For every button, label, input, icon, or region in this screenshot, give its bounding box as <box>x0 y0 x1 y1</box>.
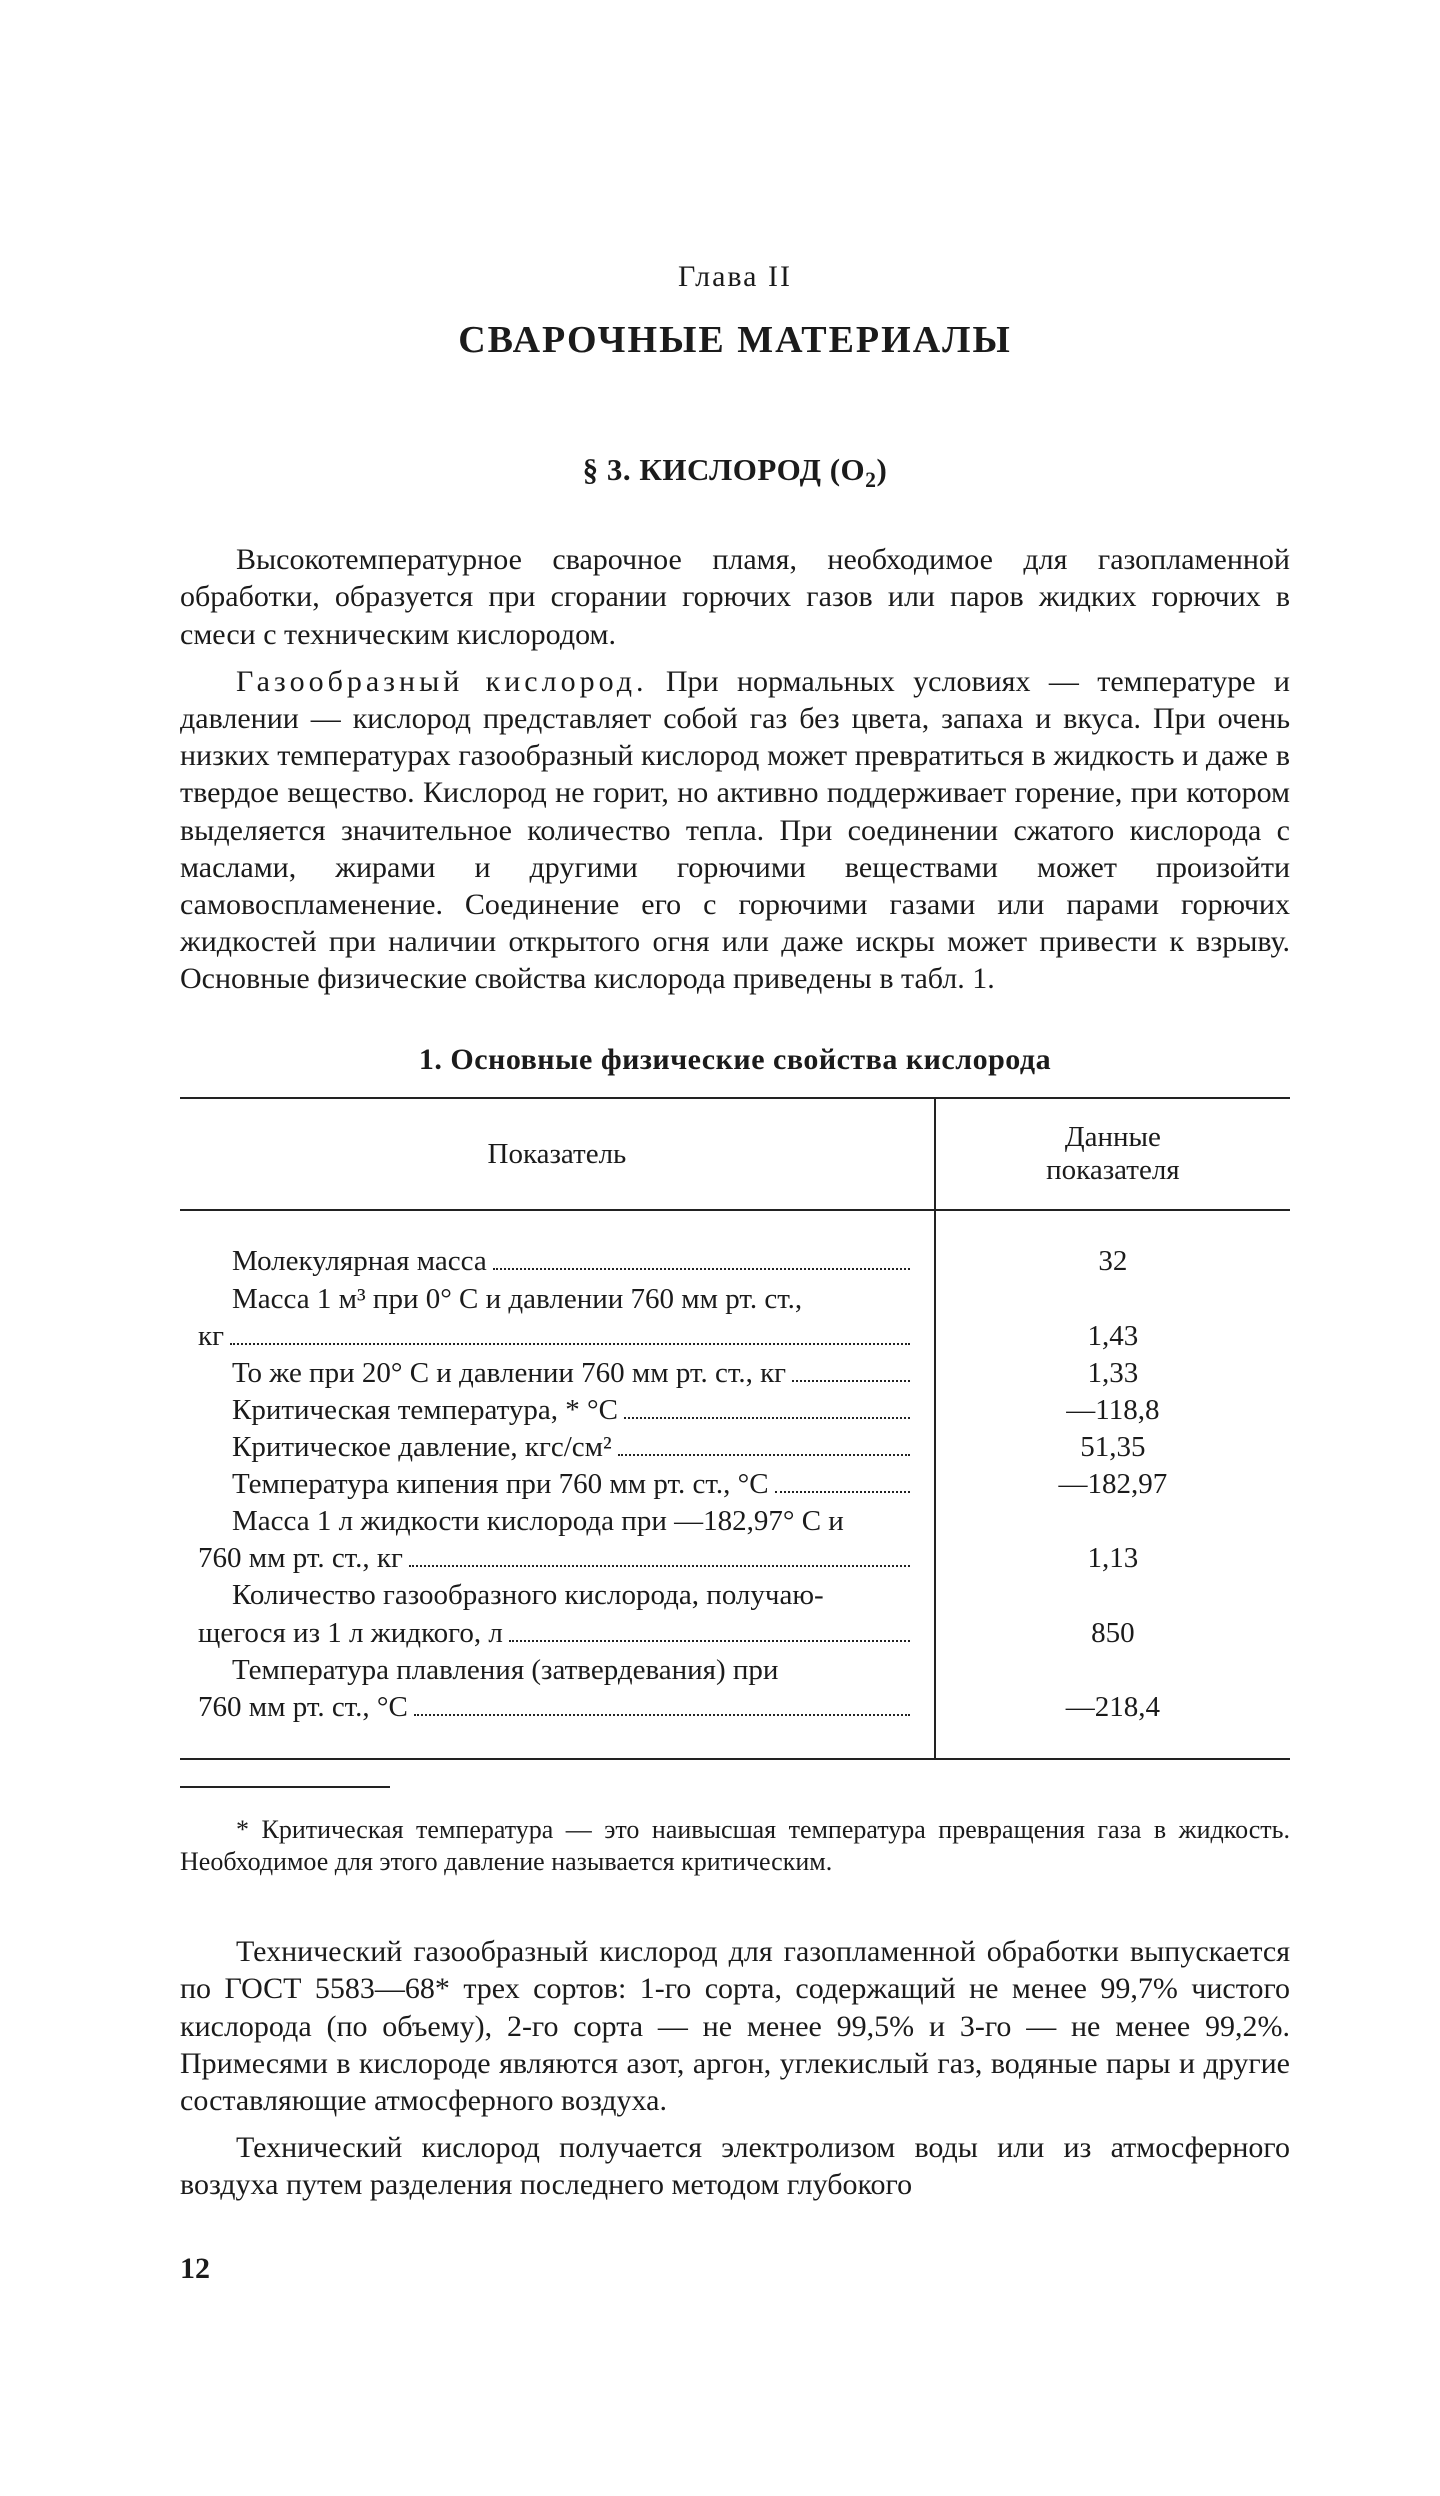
table-cell-label: Критическая температура, * °С <box>180 1392 935 1429</box>
table-header-label: Показатель <box>180 1098 935 1210</box>
section-title: § 3. КИСЛОРОД (O2) <box>180 452 1290 493</box>
table-cell-value: —218,4 <box>935 1652 1290 1759</box>
page-number: 12 <box>180 2252 1290 2286</box>
table-row: Молекулярная масса32 <box>180 1210 1290 1280</box>
section-title-suffix: ) <box>877 452 888 487</box>
table-cell-label: Масса 1 л жидкости кислорода при —182,97… <box>180 1503 935 1577</box>
table-cell-label: То же при 20° С и давлении 760 мм рт. ст… <box>180 1355 935 1392</box>
table-cell-label: Критическое давление, кгс/см² <box>180 1429 935 1466</box>
table-cell-value: 51,35 <box>935 1429 1290 1466</box>
paragraph-3: Технический газообразный кислород для га… <box>180 1933 1290 2119</box>
section-title-sub: 2 <box>865 468 876 492</box>
table-cell-label: Масса 1 м³ при 0° С и давлении 760 мм рт… <box>180 1281 935 1355</box>
table-cell-label: Количество газообразного кислорода, полу… <box>180 1577 935 1651</box>
table-caption: 1. Основные физические свойства кислород… <box>180 1043 1290 1077</box>
table-row: Масса 1 м³ при 0° С и давлении 760 мм рт… <box>180 1281 1290 1355</box>
paragraph-2-rest: При нормальных условиях — температуре и … <box>180 665 1290 996</box>
table-cell-value: 1,43 <box>935 1281 1290 1355</box>
table-row: Критическое давление, кгс/см²51,35 <box>180 1429 1290 1466</box>
table-row: То же при 20° С и давлении 760 мм рт. ст… <box>180 1355 1290 1392</box>
table-cell-label: Температура плавления (затвердевания) пр… <box>180 1652 935 1759</box>
table-cell-value: —182,97 <box>935 1466 1290 1503</box>
properties-table: Показатель Данные показателя Молекулярна… <box>180 1097 1290 1759</box>
table-cell-value: 850 <box>935 1577 1290 1651</box>
table-cell-value: —118,8 <box>935 1392 1290 1429</box>
table-cell-value: 1,33 <box>935 1355 1290 1392</box>
table-row: Температура плавления (затвердевания) пр… <box>180 1652 1290 1759</box>
paragraph-4: Технический кислород получается электрол… <box>180 2129 1290 2203</box>
table-cell-value: 32 <box>935 1210 1290 1280</box>
table-row: Масса 1 л жидкости кислорода при —182,97… <box>180 1503 1290 1577</box>
table-cell-value: 1,13 <box>935 1503 1290 1577</box>
chapter-title: СВАРОЧНЫЕ МАТЕРИАЛЫ <box>180 318 1290 362</box>
table-cell-label: Температура кипения при 760 мм рт. ст., … <box>180 1466 935 1503</box>
footnote-rule <box>180 1786 390 1788</box>
section-title-prefix: § 3. КИСЛОРОД (O <box>583 452 866 487</box>
table-row: Критическая температура, * °С—118,8 <box>180 1392 1290 1429</box>
table-row: Температура кипения при 760 мм рт. ст., … <box>180 1466 1290 1503</box>
table-cell-label: Молекулярная масса <box>180 1210 935 1280</box>
table-header-row: Показатель Данные показателя <box>180 1098 1290 1210</box>
table-header-value: Данные показателя <box>935 1098 1290 1210</box>
chapter-label: Глава II <box>180 260 1290 294</box>
paragraph-2-emph: Газообразный кислород. <box>236 665 647 698</box>
document-page: Глава II СВАРОЧНЫЕ МАТЕРИАЛЫ § 3. КИСЛОР… <box>0 0 1440 2496</box>
footnote: * Критическая температура — это наивысша… <box>180 1814 1290 1877</box>
paragraph-2: Газообразный кислород. При нормальных ус… <box>180 663 1290 998</box>
paragraph-1: Высокотемпературное сварочное пламя, нео… <box>180 541 1290 653</box>
table-row: Количество газообразного кислорода, полу… <box>180 1577 1290 1651</box>
